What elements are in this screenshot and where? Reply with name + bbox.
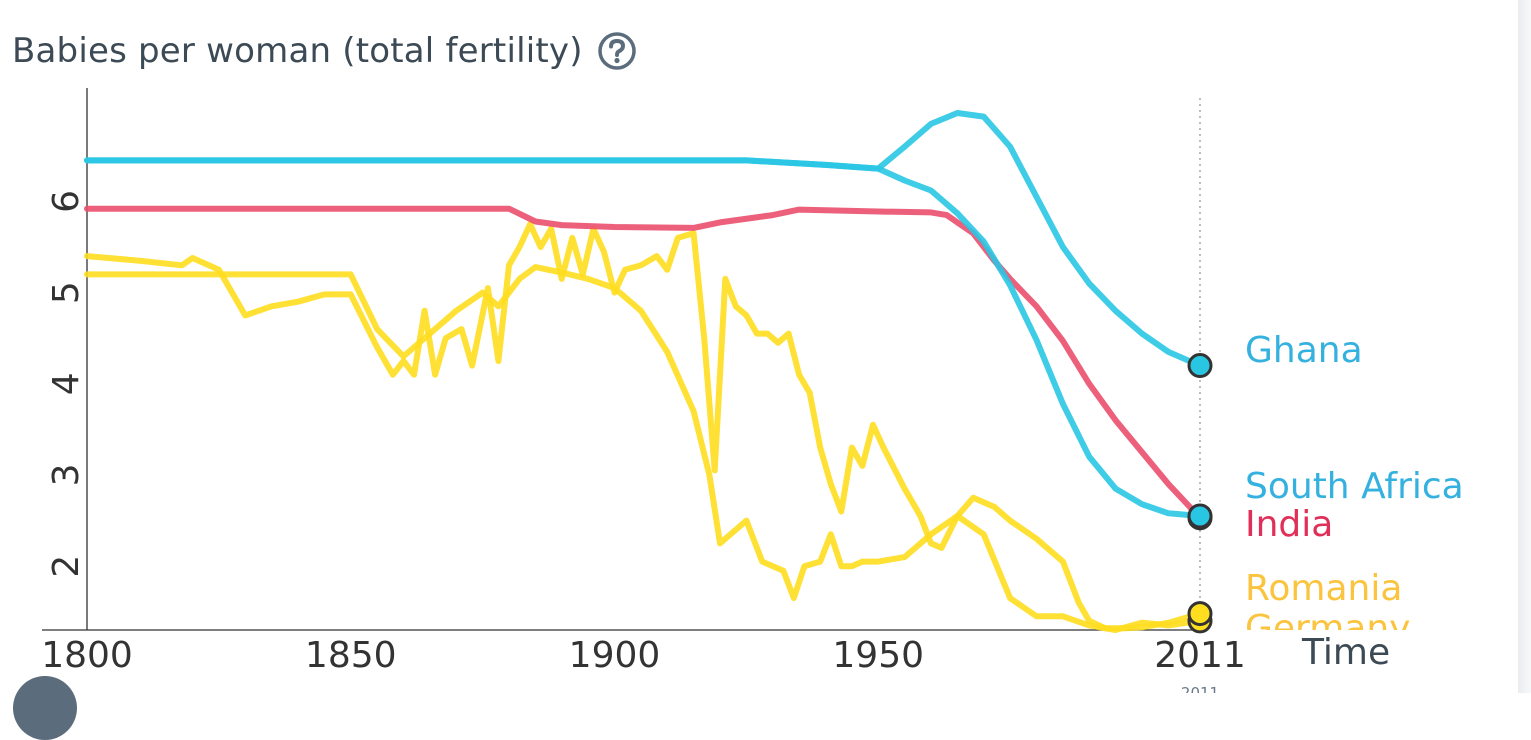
end-label-ghana: Ghana — [1245, 330, 1363, 371]
fertility-line-chart: 2 3 4 5 6 1800 1850 1900 1950 2011 2011 Time Ghana So… — [41, 88, 1464, 693]
series-line-india — [84, 205, 1203, 521]
current-year-marker-label: 2011 — [1181, 684, 1219, 693]
y-tick-label: 6 — [46, 190, 87, 213]
end-label-romania: Romania — [1245, 568, 1402, 609]
endpoint-ghana — [1187, 353, 1213, 379]
endpoint-south-africa — [1187, 503, 1213, 529]
x-tick-label: 1900 — [569, 635, 661, 676]
x-tick-label: 1850 — [305, 635, 397, 676]
endpoint-romania — [1187, 601, 1213, 627]
end-label-india: India — [1245, 504, 1333, 545]
x-tick-label: 1950 — [832, 635, 924, 676]
end-label-germany: Germany — [1245, 608, 1410, 649]
y-tick-label: 5 — [46, 281, 87, 304]
end-label-south-africa: South Africa — [1245, 466, 1464, 507]
y-tick-label: 3 — [46, 464, 87, 487]
chart-title: Babies per woman (total fertility) — [12, 31, 583, 71]
play-button[interactable] — [13, 676, 77, 740]
side-panel-edge — [1518, 0, 1531, 693]
question-circle-icon[interactable] — [597, 31, 637, 71]
y-tick-label: 4 — [46, 372, 87, 395]
y-tick-label: 2 — [46, 555, 87, 578]
x-tick-label: 2011 — [1154, 635, 1246, 676]
x-tick-label: 1800 — [41, 635, 133, 676]
series-line-ghana — [84, 110, 1203, 369]
chart-title-row: Babies per woman (total fertility) — [12, 26, 637, 76]
x-axis-title: Time — [1301, 632, 1390, 673]
series-line-south-africa — [84, 157, 1203, 519]
series-line-romania — [84, 264, 1203, 632]
series-line-germany — [84, 221, 1203, 633]
